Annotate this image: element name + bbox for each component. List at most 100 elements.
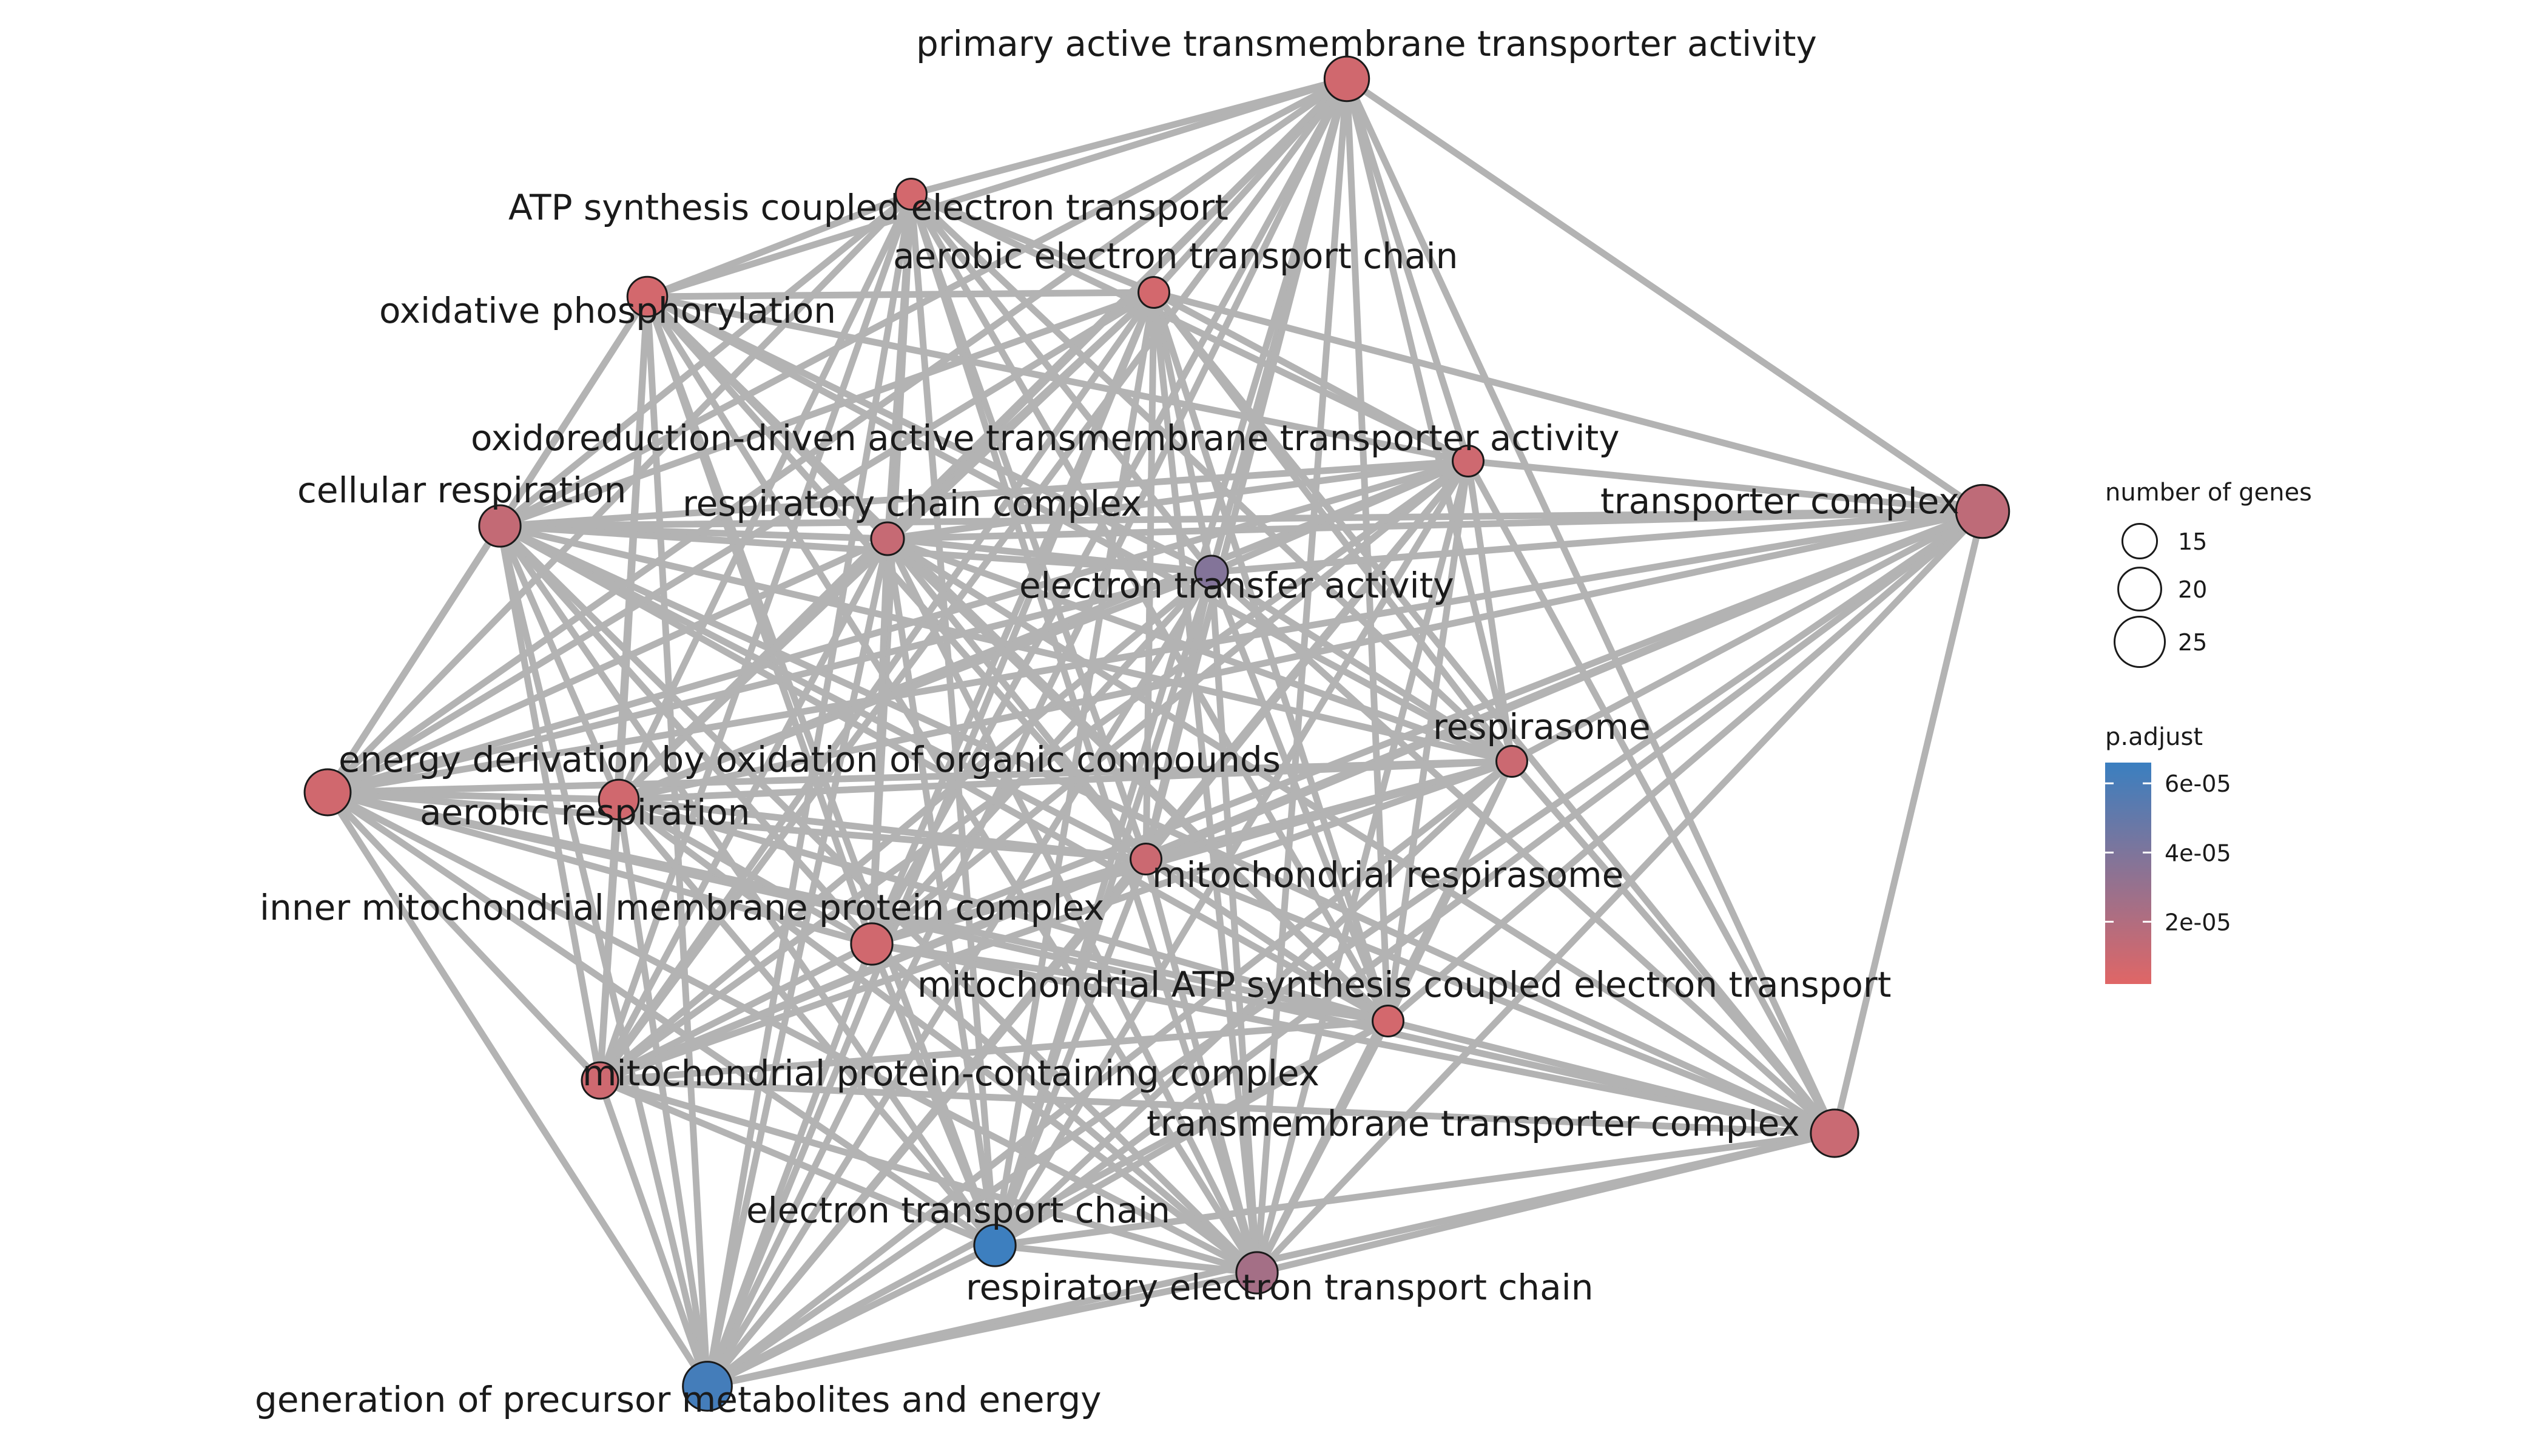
node-label-cellresp: cellular respiration bbox=[297, 470, 626, 511]
edge-cellresp-edoc bbox=[324, 522, 504, 796]
edge-transcx-retc bbox=[1253, 508, 1986, 1276]
node-label-transcx: transporter complex bbox=[1600, 480, 1960, 522]
edge-oxphos-respirasome bbox=[644, 293, 1515, 765]
edge-mpcc-gpme bbox=[596, 1077, 711, 1390]
edge-patta-mitoresp bbox=[1142, 75, 1350, 863]
node-label-edoc: energy derivation by oxidation of organi… bbox=[339, 739, 1281, 780]
edge-patta-tmtc bbox=[1343, 75, 1838, 1137]
node-label-mitoresp: mitochondrial respirasome bbox=[1152, 854, 1623, 895]
node-mpcc bbox=[581, 1061, 619, 1100]
edge-aeresp-mitoresp bbox=[615, 796, 1150, 863]
node-edoc bbox=[303, 768, 352, 817]
node-label-respirasome: respirasome bbox=[1433, 706, 1651, 747]
color-legend-bar bbox=[2105, 763, 2151, 984]
edge-mpcc-retc bbox=[596, 1077, 1261, 1276]
edge-transcx-immpc bbox=[868, 508, 1986, 948]
edge-aetc-mascet bbox=[1150, 289, 1392, 1025]
edge-respirasome-mpcc bbox=[596, 758, 1515, 1084]
node-label-oxphos: oxidative phosphorylation bbox=[379, 290, 836, 331]
edge-respirasome-gpme bbox=[704, 758, 1515, 1390]
color-legend-ticks: 6e-05 4e-05 2e-05 bbox=[2105, 770, 2231, 935]
node-respirasome bbox=[1495, 745, 1528, 778]
edge-eta-respirasome bbox=[1208, 568, 1515, 765]
edge-transcx-eta bbox=[1208, 508, 1986, 576]
edge-odat-transcx bbox=[1464, 457, 1986, 515]
edge-eta-tmtc bbox=[1208, 568, 1838, 1137]
edge-rcc-eta bbox=[884, 535, 1215, 576]
edge-aetc-cellresp bbox=[496, 289, 1158, 530]
edge-mitoresp-tmtc bbox=[1142, 855, 1838, 1137]
edge-mitoresp-immpc bbox=[868, 855, 1150, 948]
edge-aeresp-immpc bbox=[615, 796, 875, 948]
edge-immpc-gpme bbox=[704, 940, 875, 1390]
edge-cellresp-eta bbox=[496, 522, 1215, 576]
node-label-aetc: aerobic electron transport chain bbox=[893, 235, 1458, 277]
edge-patta-mpcc bbox=[596, 75, 1350, 1084]
edge-eta-gpme bbox=[704, 568, 1215, 1390]
edge-edoc-gpme bbox=[324, 789, 711, 1390]
edge-atpsyn-oxphos bbox=[644, 190, 915, 300]
edge-rcc-retc bbox=[884, 535, 1261, 1276]
edge-patta-etc bbox=[991, 75, 1350, 1249]
edge-transcx-gpme bbox=[704, 508, 1986, 1390]
edge-transcx-respirasome bbox=[1508, 508, 1986, 765]
edge-eta-immpc bbox=[868, 568, 1215, 948]
edge-mpcc-tmtc bbox=[596, 1077, 1838, 1137]
edge-rcc-mitoresp bbox=[884, 535, 1150, 863]
color-legend-tick-label: 2e-05 bbox=[2165, 909, 2231, 935]
edge-aeresp-mpcc bbox=[596, 796, 622, 1084]
edge-atpsyn-odat bbox=[908, 190, 1472, 465]
node-retc bbox=[1235, 1251, 1279, 1295]
edge-edoc-mpcc bbox=[324, 789, 604, 1084]
color-legend-tick-label: 6e-05 bbox=[2165, 770, 2231, 797]
edge-mitoresp-mascet bbox=[1142, 855, 1392, 1025]
edge-respirasome-tmtc bbox=[1508, 758, 1838, 1137]
node-label-atpsyn: ATP synthesis coupled electron transport bbox=[508, 187, 1228, 228]
node-atpsyn bbox=[895, 178, 928, 211]
node-rcc bbox=[870, 521, 905, 556]
edge-eta-mitoresp bbox=[1142, 568, 1215, 863]
node-tmtc bbox=[1810, 1108, 1859, 1158]
edge-cellresp-transcx bbox=[496, 508, 1986, 530]
edge-mascet-retc bbox=[1253, 1017, 1392, 1276]
edge-rcc-aeresp bbox=[615, 535, 891, 803]
color-legend-title: p.adjust bbox=[2105, 723, 2203, 751]
edge-oxphos-odat bbox=[644, 293, 1472, 465]
size-legend-label-25: 25 bbox=[2178, 629, 2207, 656]
edge-rcc-edoc bbox=[324, 535, 891, 796]
edge-edoc-tmtc bbox=[324, 789, 1838, 1137]
edge-mitoresp-retc bbox=[1142, 855, 1261, 1276]
node-label-mpcc: mitochondrial protein-containing complex bbox=[582, 1053, 1320, 1094]
node-mitoresp bbox=[1130, 843, 1162, 875]
edge-cellresp-gpme bbox=[496, 522, 711, 1390]
node-label-retc: respiratory electron transport chain bbox=[966, 1267, 1593, 1308]
edge-respirasome-aeresp bbox=[615, 758, 1515, 803]
edge-transcx-edoc bbox=[324, 508, 1986, 796]
network-labels: primary active transmembrane transporter… bbox=[255, 23, 1960, 1420]
size-legend-title: number of genes bbox=[2105, 479, 2312, 507]
node-cellresp bbox=[478, 504, 522, 548]
size-legend-label-20: 20 bbox=[2178, 576, 2207, 603]
edge-eta-retc bbox=[1208, 568, 1261, 1276]
node-immpc bbox=[850, 922, 894, 966]
node-label-patta: primary active transmembrane transporter… bbox=[916, 23, 1817, 64]
size-legend-circle-15 bbox=[2121, 522, 2159, 560]
edge-cellresp-mitoresp bbox=[496, 522, 1150, 863]
node-label-rcc: respiratory chain complex bbox=[682, 483, 1142, 524]
size-legend-circle-20 bbox=[2117, 567, 2162, 612]
color-legend-tick-label: 4e-05 bbox=[2165, 840, 2231, 866]
node-aetc bbox=[1138, 276, 1170, 309]
edge-rcc-gpme bbox=[704, 535, 891, 1390]
edge-mitoresp-etc bbox=[991, 855, 1150, 1249]
edge-etc-retc bbox=[991, 1242, 1261, 1276]
node-etc bbox=[973, 1224, 1017, 1267]
edge-cellresp-mpcc bbox=[496, 522, 604, 1084]
edge-aetc-eta bbox=[1150, 289, 1215, 576]
node-oxphos bbox=[626, 275, 669, 318]
size-legend-label-15: 15 bbox=[2178, 528, 2207, 555]
node-patta bbox=[1323, 55, 1370, 103]
node-eta bbox=[1194, 554, 1229, 590]
edge-edoc-mitoresp bbox=[324, 789, 1150, 863]
edge-aeresp-etc bbox=[615, 796, 999, 1249]
edge-etc-gpme bbox=[704, 1242, 999, 1390]
